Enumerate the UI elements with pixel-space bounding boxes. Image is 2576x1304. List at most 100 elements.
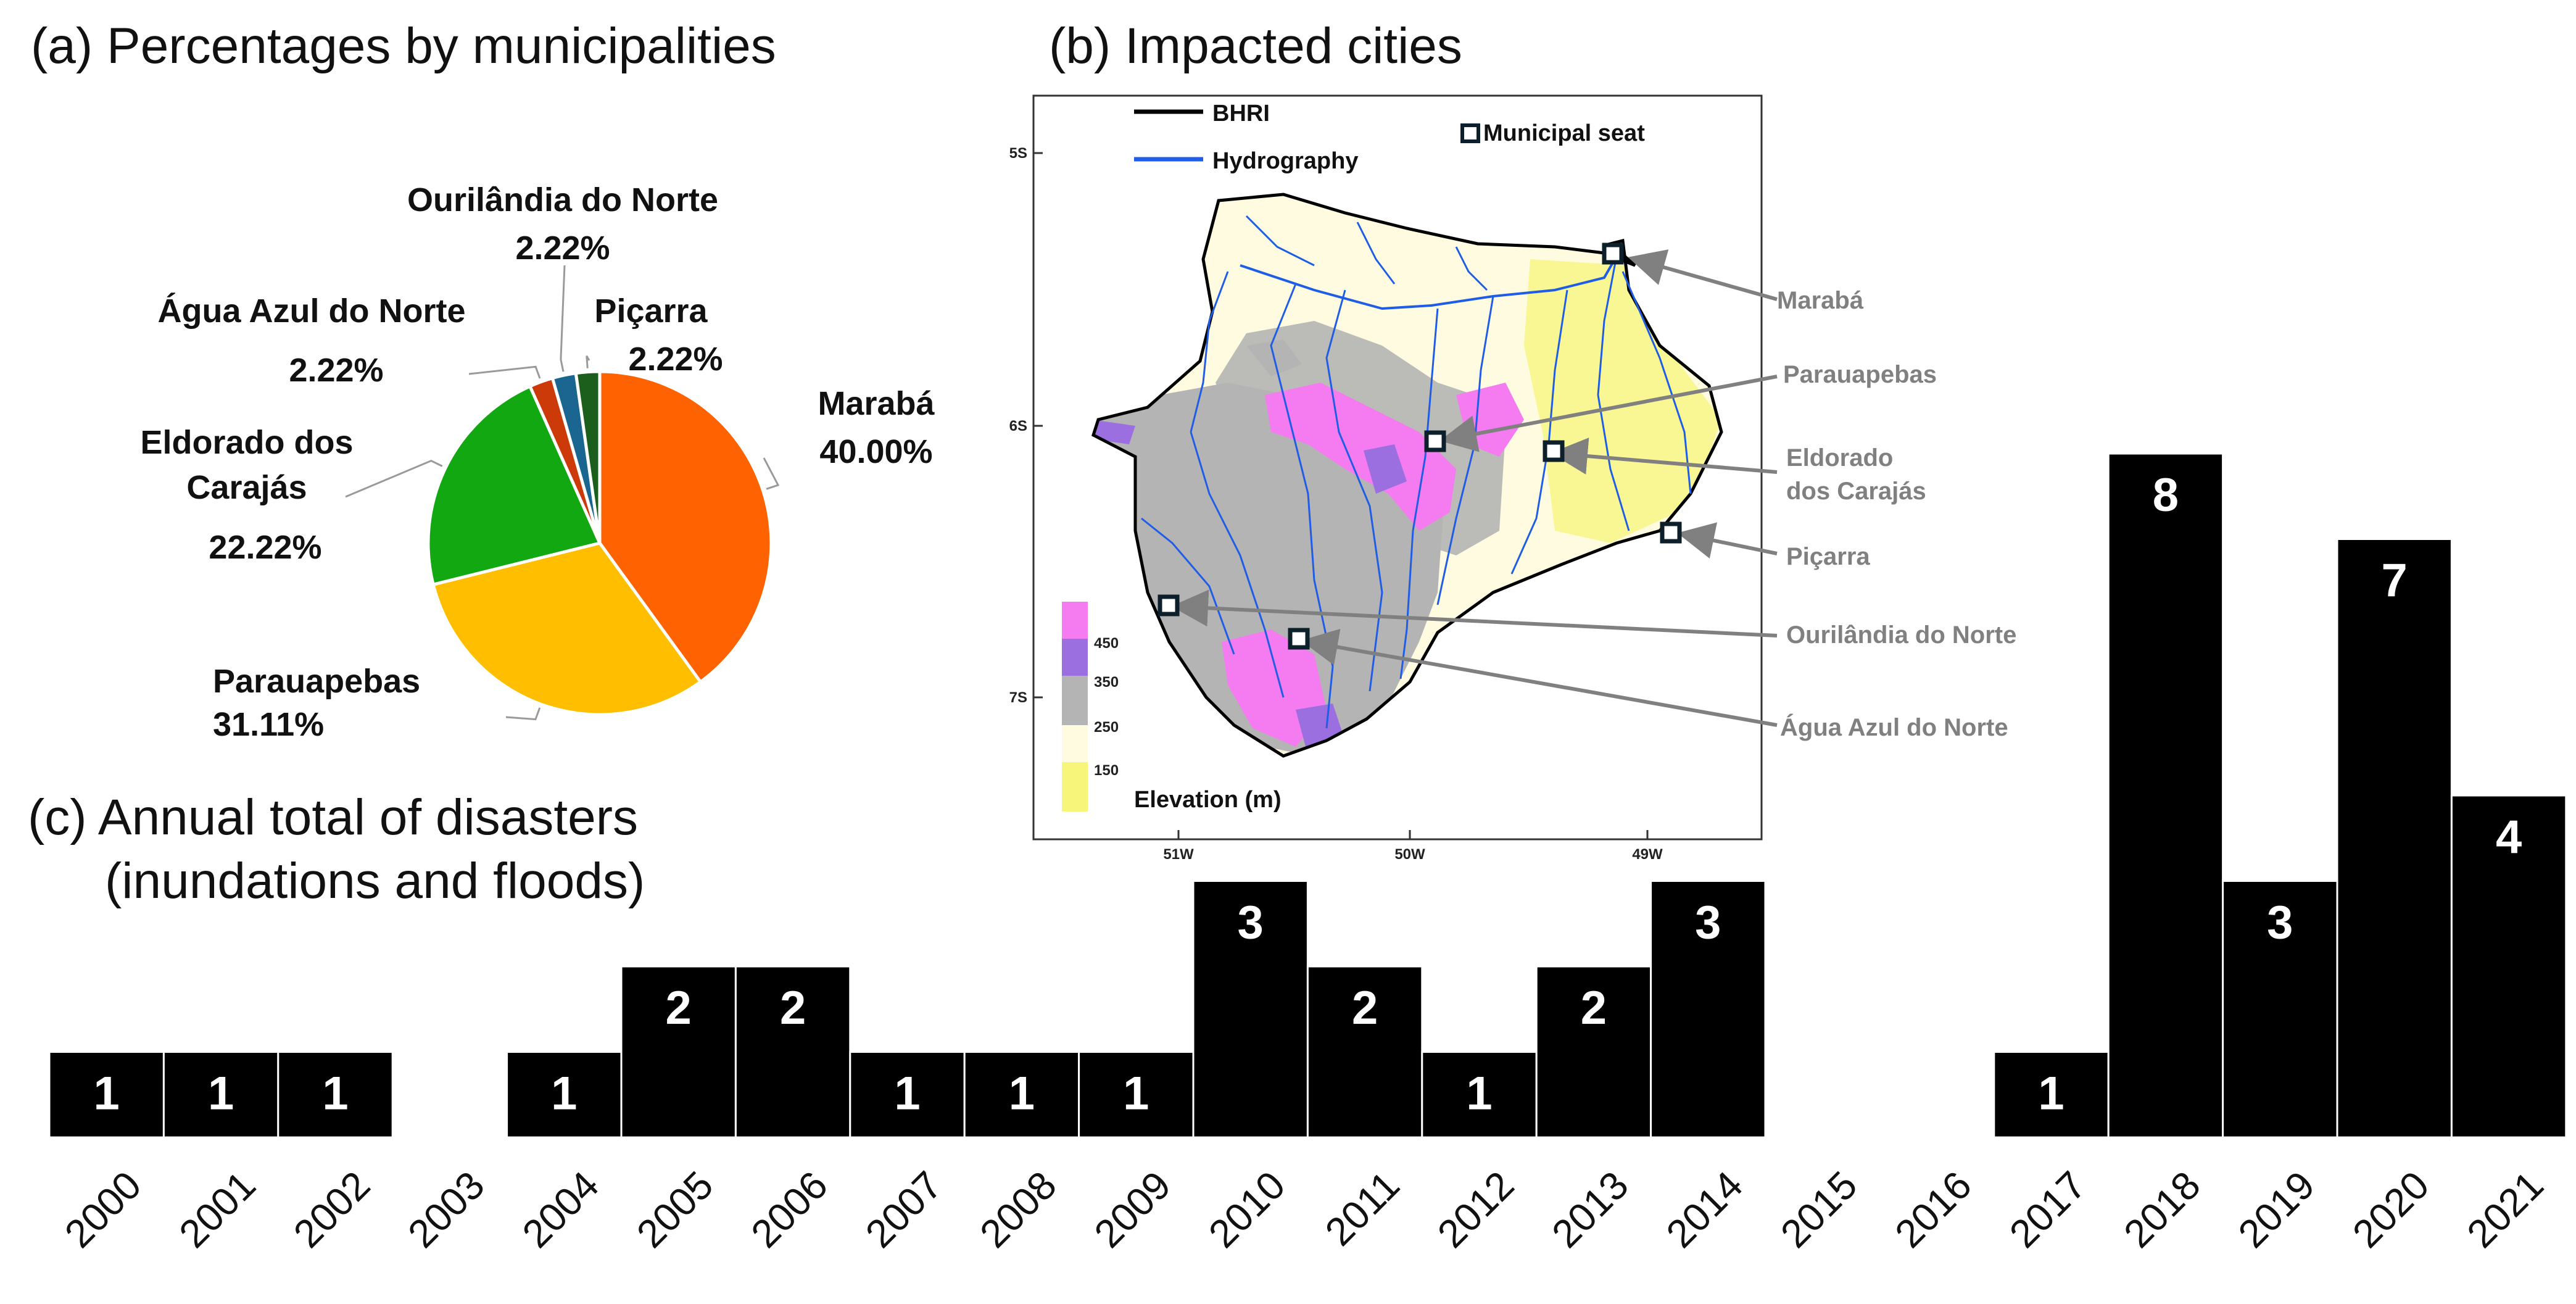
bar-2007 bbox=[849, 1051, 966, 1139]
bar-2021 bbox=[2450, 794, 2567, 1139]
pie-label-parauapebas: Parauapebas bbox=[213, 663, 420, 700]
pie-value-eldorado: 22.22% bbox=[209, 529, 321, 566]
pie-value-agua-azul: 2.22% bbox=[289, 352, 383, 389]
bar-2005 bbox=[620, 965, 737, 1139]
pie-leader-eldorado bbox=[345, 459, 443, 498]
panel-c-title-line1: (c) Annual total of disasters bbox=[28, 789, 638, 845]
pie-leader-ourilandia bbox=[560, 265, 566, 372]
city-label-maraba: Marabá bbox=[1777, 287, 1864, 314]
seat-parauapebas bbox=[1424, 430, 1446, 452]
pie-label-picarra: Piçarra bbox=[594, 293, 708, 330]
year-label-2001: 2001 bbox=[170, 1163, 264, 1256]
bar-2008 bbox=[963, 1051, 1080, 1139]
city-label-agua-azul: Água Azul do Norte bbox=[1780, 713, 2008, 741]
pie-label-eldorado-line2: Carajás bbox=[186, 469, 307, 506]
hydrography-lines bbox=[1141, 215, 1692, 729]
city-label-eldorado: Eldorado dos Carajás bbox=[1786, 444, 1926, 505]
bar-value-2011: 2 bbox=[1352, 982, 1378, 1034]
pie-leader-lines bbox=[345, 265, 780, 721]
elevation-swatch-4 bbox=[1062, 725, 1088, 762]
seat-ourilandia bbox=[1158, 594, 1180, 617]
city-arrows bbox=[1171, 249, 1778, 727]
lon-ticks: 51W 50W 49W bbox=[1163, 830, 1663, 863]
bar-value-2002: 1 bbox=[322, 1068, 348, 1120]
legend-bhri: BHRI bbox=[1212, 101, 1270, 127]
bar-chart-year-labels: 2000 2001 2002 2003 2004 2005 2006 2007 2008 2009… bbox=[56, 1163, 2552, 1256]
bar-value-2018: 8 bbox=[2153, 469, 2179, 521]
year-label-2020: 2020 bbox=[2344, 1163, 2438, 1256]
year-label-2004: 2004 bbox=[514, 1163, 608, 1256]
bar-2004 bbox=[506, 1051, 623, 1139]
year-label-2010: 2010 bbox=[1200, 1163, 1294, 1256]
year-label-2002: 2002 bbox=[285, 1163, 379, 1256]
year-label-2016: 2016 bbox=[1886, 1163, 1980, 1256]
year-label-2012: 2012 bbox=[1429, 1163, 1523, 1256]
bar-2020 bbox=[2336, 538, 2453, 1139]
city-label-ourilandia: Ourilândia do Norte bbox=[1786, 621, 2016, 649]
bar-value-2001: 1 bbox=[208, 1068, 234, 1120]
lon-tick-50w: 50W bbox=[1394, 846, 1425, 863]
seat-picarra bbox=[1660, 521, 1682, 544]
basin-elevation bbox=[1091, 193, 1723, 758]
lat-tick-7s: 7S bbox=[1009, 689, 1027, 706]
year-label-2009: 2009 bbox=[1086, 1163, 1180, 1256]
bar-value-2007: 1 bbox=[894, 1068, 920, 1120]
legend-municipal-seat: Municipal seat bbox=[1483, 120, 1645, 146]
pie-label-eldorado-line1: Eldorado dos bbox=[140, 424, 353, 461]
pie-label-maraba: Marabá bbox=[818, 385, 935, 422]
city-label-eldorado-line1: Eldorado bbox=[1786, 444, 1893, 471]
bar-value-2004: 1 bbox=[551, 1068, 577, 1120]
city-label-parauapebas: Parauapebas bbox=[1783, 361, 1937, 388]
pie-leader-agua-azul bbox=[468, 365, 541, 379]
bar-value-2006: 2 bbox=[780, 982, 806, 1034]
year-label-2018: 2018 bbox=[2115, 1163, 2209, 1256]
arrow-picarra bbox=[1677, 522, 1778, 559]
pie-label-ourilandia: Ourilândia do Norte bbox=[407, 181, 718, 218]
bar-2009 bbox=[1078, 1051, 1195, 1139]
elevation-swatch-5 bbox=[1062, 762, 1088, 812]
arrow-maraba bbox=[1628, 249, 1778, 301]
elevation-tick-450: 450 bbox=[1094, 635, 1119, 652]
bar-2012 bbox=[1421, 1051, 1538, 1139]
pie-slice-picarra bbox=[574, 370, 602, 544]
seat-agua-azul bbox=[1288, 628, 1310, 650]
lat-tick-6s: 6S bbox=[1009, 418, 1027, 434]
pie-value-ourilandia: 2.22% bbox=[515, 230, 610, 267]
year-label-2021: 2021 bbox=[2458, 1163, 2552, 1256]
year-label-2005: 2005 bbox=[628, 1163, 722, 1256]
year-label-2003: 2003 bbox=[399, 1163, 493, 1256]
year-label-2000: 2000 bbox=[56, 1163, 150, 1256]
bar-2019 bbox=[2222, 880, 2338, 1139]
bar-value-2005: 2 bbox=[666, 982, 692, 1034]
year-label-2013: 2013 bbox=[1543, 1163, 1637, 1256]
bar-2017 bbox=[1993, 1051, 2110, 1139]
bar-value-2013: 2 bbox=[1581, 982, 1607, 1034]
pie-slice-maraba bbox=[598, 370, 773, 684]
elevation-swatch-2 bbox=[1062, 639, 1088, 676]
lon-tick-51w: 51W bbox=[1163, 846, 1194, 863]
map-legend: BHRI Hydrography Municipal seat bbox=[1134, 101, 1645, 174]
pie-value-maraba: 40.00% bbox=[819, 433, 932, 470]
arrow-agua-azul bbox=[1301, 628, 1778, 727]
elevation-tick-150: 150 bbox=[1094, 762, 1119, 779]
pie-value-parauapebas: 31.11% bbox=[213, 706, 324, 743]
legend-hydrography: Hydrography bbox=[1212, 148, 1358, 174]
arrow-eldorado bbox=[1551, 438, 1778, 475]
elevation-swatch-1 bbox=[1062, 602, 1088, 639]
year-label-2017: 2017 bbox=[2001, 1163, 2095, 1256]
bar-value-2014: 3 bbox=[1695, 897, 1721, 949]
year-label-2019: 2019 bbox=[2230, 1163, 2324, 1256]
seat-eldorado bbox=[1543, 440, 1565, 462]
city-label-eldorado-line2: dos Carajás bbox=[1786, 478, 1926, 505]
elevation-title: Elevation (m) bbox=[1134, 787, 1282, 813]
year-label-2014: 2014 bbox=[1658, 1163, 1752, 1256]
bar-2002 bbox=[277, 1051, 394, 1139]
arrow-parauapebas bbox=[1439, 375, 1778, 452]
elevation-swatch-3 bbox=[1062, 676, 1088, 725]
bar-value-2008: 1 bbox=[1009, 1068, 1035, 1120]
bar-2001 bbox=[162, 1051, 280, 1139]
pie-slice-eldorado bbox=[426, 384, 602, 587]
year-label-2006: 2006 bbox=[742, 1163, 836, 1256]
year-label-2008: 2008 bbox=[971, 1163, 1065, 1256]
